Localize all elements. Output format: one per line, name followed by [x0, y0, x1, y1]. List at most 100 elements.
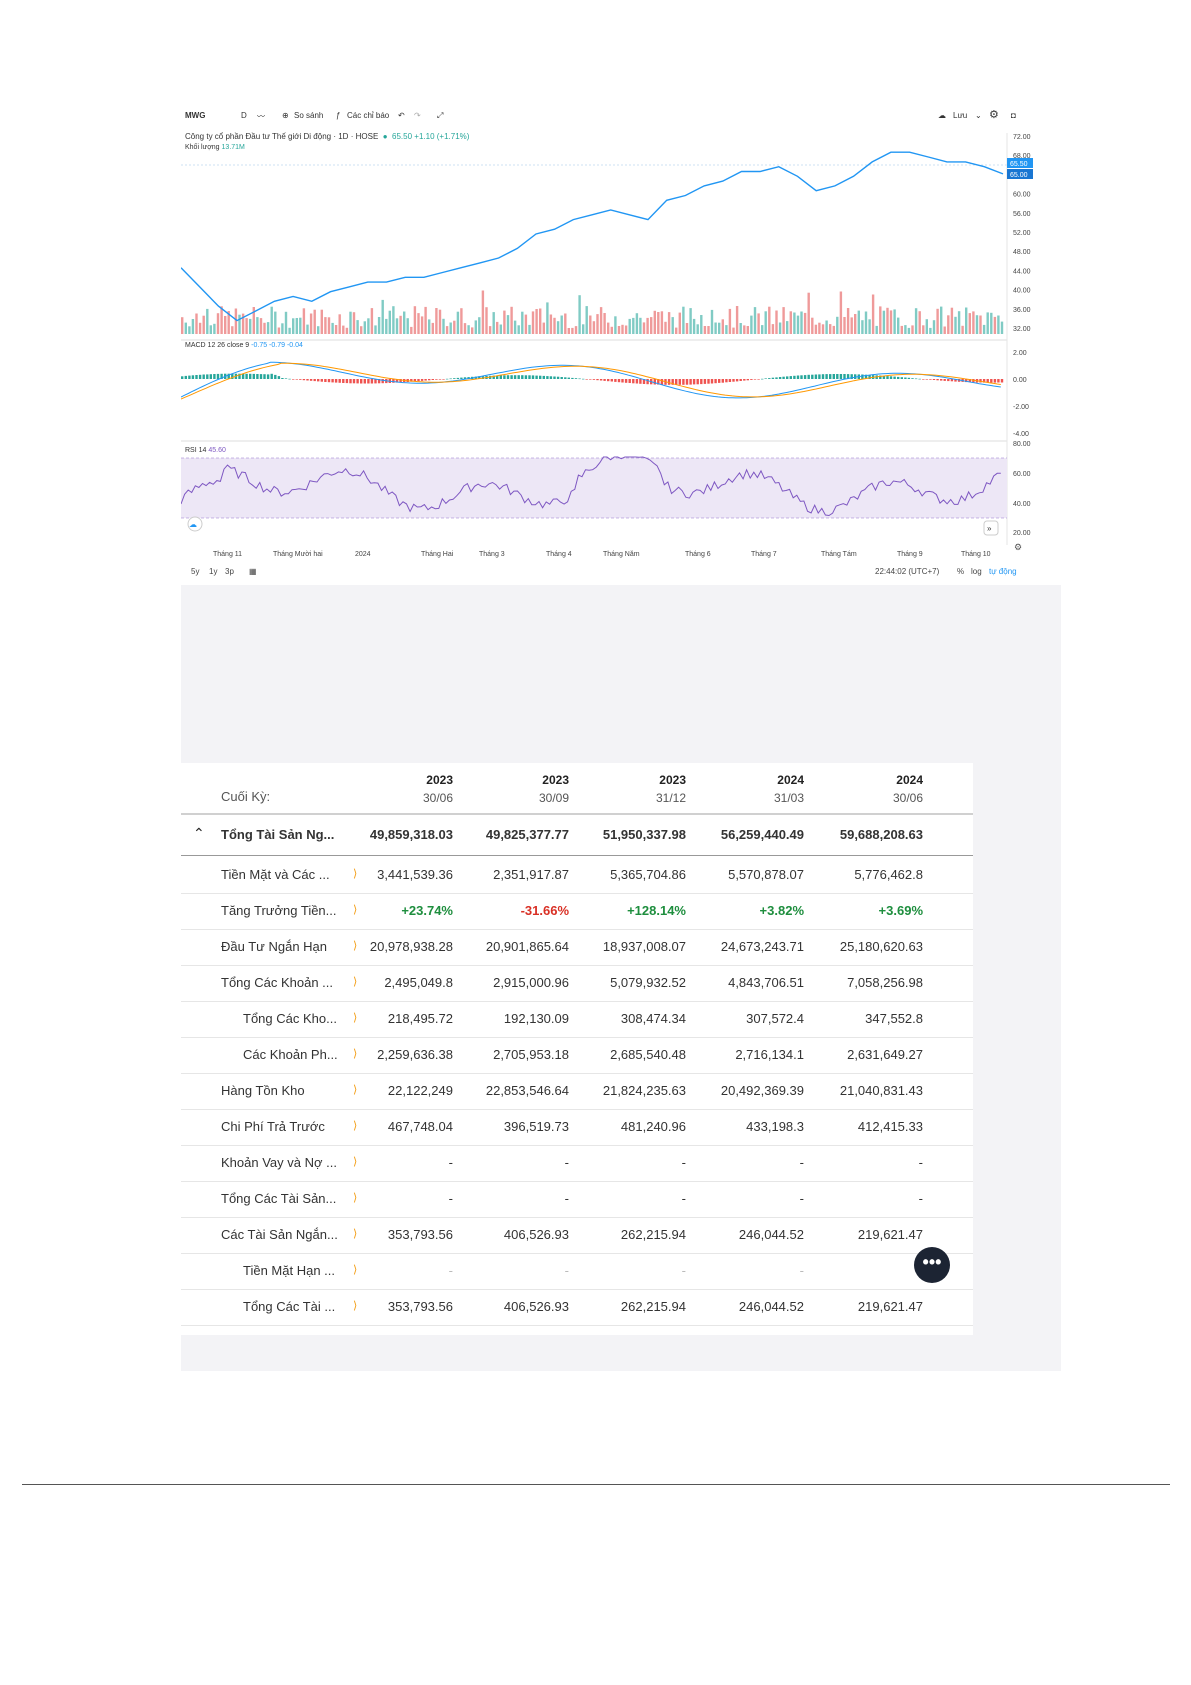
- double-chevron-right-icon: »: [987, 524, 992, 533]
- redo-icon[interactable]: ↷: [414, 111, 421, 120]
- save-button[interactable]: Lưu: [953, 111, 968, 120]
- time-axis-label: Tháng 10: [961, 551, 991, 558]
- row-label: Tổng Các Tài ...: [243, 1299, 336, 1314]
- percent-toggle[interactable]: %: [957, 567, 965, 576]
- price-line: [181, 151, 1004, 322]
- chart-type-icon[interactable]: 〰: [257, 112, 265, 121]
- cloud-icon[interactable]: ☁: [938, 111, 946, 120]
- row-marker-icon: ⟩: [353, 1048, 358, 1060]
- range-1y[interactable]: 1y: [209, 567, 218, 576]
- rsi-axis-label: 20.00: [1013, 530, 1031, 537]
- row-marker-icon: ⟩: [353, 1264, 358, 1276]
- col-date: 30/06: [892, 791, 923, 805]
- fullscreen-icon[interactable]: ⤢: [437, 111, 444, 120]
- table-cell: 308,474.34: [620, 1011, 686, 1026]
- undo-icon[interactable]: ↶: [398, 111, 405, 120]
- compare-icon[interactable]: ⊕: [282, 111, 289, 120]
- macd-axis-label: 0.00: [1013, 377, 1027, 384]
- total-row[interactable]: ⌃ Tổng Tài Sản Ng... 49,859,318.03 49,82…: [181, 815, 973, 856]
- table-header: Cuối Kỳ: 2023 30/06 2023 30/09 2023 31/1…: [181, 763, 973, 815]
- table-row[interactable]: Hàng Tồn Kho ⟩ 22,122,249 22,853,546.64 21,8…: [181, 1073, 973, 1110]
- chevron-down-icon[interactable]: ⌄: [975, 111, 982, 120]
- table-cell: 2,705,953.18: [493, 1047, 569, 1062]
- symbol-button[interactable]: MWG: [185, 111, 206, 120]
- table-cell: 5,570,878.07: [728, 867, 804, 882]
- table-cell: 7,058,256.98: [847, 975, 923, 990]
- table-cell: +23.74%: [401, 903, 453, 918]
- interval-button[interactable]: D: [241, 111, 247, 120]
- table-cell: 2,685,540.48: [610, 1047, 686, 1062]
- price-axis-label: 32.00: [1013, 326, 1031, 333]
- calendar-icon[interactable]: ▦: [249, 567, 257, 576]
- table-cell: 246,044.52: [738, 1299, 804, 1314]
- volume-legend: Khối lượng 13.71M: [185, 144, 245, 151]
- row-label: Tăng Trưởng Tiền...: [221, 903, 337, 918]
- time-axis-label: Tháng 11: [213, 551, 242, 558]
- tv-logo-glyph: ☁: [189, 520, 197, 529]
- price-chart-svg[interactable]: 72.0068.0064.0060.0056.0052.0048.0044.00…: [181, 105, 1061, 565]
- time-axis-label: Tháng 4: [546, 551, 572, 558]
- table-cell: 21,824,235.63: [602, 1083, 686, 1098]
- table-row[interactable]: Tổng Các Khoản ... ⟩ 2,495,049.8 2,915,000.…: [181, 965, 973, 1002]
- table-cell: -: [564, 1263, 569, 1278]
- collapse-chevron-icon[interactable]: ⌃: [193, 825, 205, 841]
- range-5y[interactable]: 5y: [191, 567, 200, 576]
- table-cell: 5,365,704.86: [610, 867, 686, 882]
- log-toggle[interactable]: log: [971, 567, 982, 576]
- table-row[interactable]: Tiền Mặt Hạn ... ⟩ - - - -: [181, 1253, 973, 1290]
- table-cell: 5,776,462.8: [854, 867, 923, 882]
- table-row[interactable]: Đầu Tư Ngắn Hạn ⟩ 20,978,938.28 20,901,865.…: [181, 929, 973, 966]
- axis-settings-icon[interactable]: ⚙: [1014, 542, 1022, 552]
- table-cell: -: [448, 1191, 453, 1206]
- table-cell: 192,130.09: [503, 1011, 569, 1026]
- table-cell: +3.82%: [759, 903, 804, 918]
- table-row[interactable]: Tổng Các Tài Sản... ⟩ - - - - -: [181, 1181, 973, 1218]
- legend-interval: 1D: [338, 132, 349, 141]
- rsi-axis-label: 60.00: [1013, 471, 1031, 478]
- price-axis-label: 60.00: [1013, 192, 1031, 199]
- more-horizontal-icon[interactable]: •••: [914, 1247, 950, 1283]
- chart-legend: Công ty cổ phần Đầu tư Thế giới Di động …: [185, 132, 470, 141]
- table-cell: 4,843,706.51: [728, 975, 804, 990]
- table-cell: 2,915,000.96: [493, 975, 569, 990]
- col-date: 30/06: [422, 791, 453, 805]
- period-label: Cuối Kỳ:: [221, 789, 271, 804]
- table-cell: -: [681, 1191, 686, 1206]
- table-row[interactable]: Tổng Các Tài ... ⟩ 353,793.56 406,526.93 262…: [181, 1289, 973, 1326]
- table-cell: 246,044.52: [738, 1227, 804, 1242]
- row-marker-icon: ⟩: [353, 1300, 358, 1312]
- settings-icon[interactable]: ⚙: [989, 109, 999, 121]
- indicators-icon[interactable]: ƒ: [336, 111, 341, 120]
- row-label: Khoản Vay và Nợ ...: [221, 1155, 337, 1170]
- table-cell: 218,495.72: [387, 1011, 453, 1026]
- time-axis-label: Tháng 6: [685, 551, 711, 558]
- table-cell: 2,351,917.87: [493, 867, 569, 882]
- range-3p[interactable]: 3p: [225, 567, 234, 576]
- table-row[interactable]: Các Khoản Ph... ⟩ 2,259,636.38 2,705,953.18…: [181, 1037, 973, 1074]
- total-cell: 49,825,377.77: [485, 827, 569, 842]
- compare-button[interactable]: So sánh: [294, 111, 324, 120]
- auto-toggle[interactable]: tự động: [989, 567, 1017, 576]
- table-cell: 20,901,865.64: [485, 939, 569, 954]
- chart-toolbar: MWG D 〰 ⊕ So sánh ƒ Các chỉ báo ↶ ↷ ⤢ ☁ …: [181, 105, 1031, 131]
- rsi-legend: RSI 14 45.60: [185, 447, 226, 454]
- row-label: Chi Phí Trả Trước: [221, 1119, 325, 1134]
- scroll-right-button[interactable]: [983, 520, 999, 536]
- camera-icon[interactable]: ◘: [1011, 111, 1016, 120]
- indicators-button[interactable]: Các chỉ báo: [347, 111, 390, 120]
- table-row[interactable]: Khoản Vay và Nợ ... ⟩ - - - - -: [181, 1145, 973, 1182]
- table-row[interactable]: Tiền Mặt và Các ... ⟩ 3,441,539.36 2,351,91…: [181, 857, 973, 894]
- table-row[interactable]: Tổng Các Kho... ⟩ 218,495.72 192,130.09 308,…: [181, 1001, 973, 1038]
- table-cell: 307,572.4: [746, 1011, 804, 1026]
- row-label: Đầu Tư Ngắn Hạn: [221, 939, 328, 954]
- table-row[interactable]: Các Tài Sản Ngắn... ⟩ 353,793.56 406,526.93…: [181, 1217, 973, 1254]
- tv-logo-icon[interactable]: [187, 516, 203, 532]
- price-axis-label: 44.00: [1013, 268, 1031, 275]
- table-row[interactable]: Chi Phí Trả Trước ⟩ 467,748.04 396,519.73 48…: [181, 1109, 973, 1146]
- table-row[interactable]: Tăng Trưởng Tiền... ⟩ +23.74% -31.66% +128.1…: [181, 893, 973, 930]
- price-axis-label: 72.00: [1013, 134, 1031, 141]
- table-cell: 219,621.47: [857, 1227, 923, 1242]
- col-date: 31/03: [773, 791, 804, 805]
- time-axis-label: Tháng Năm: [603, 551, 640, 558]
- table-cell: 22,853,546.64: [485, 1083, 569, 1098]
